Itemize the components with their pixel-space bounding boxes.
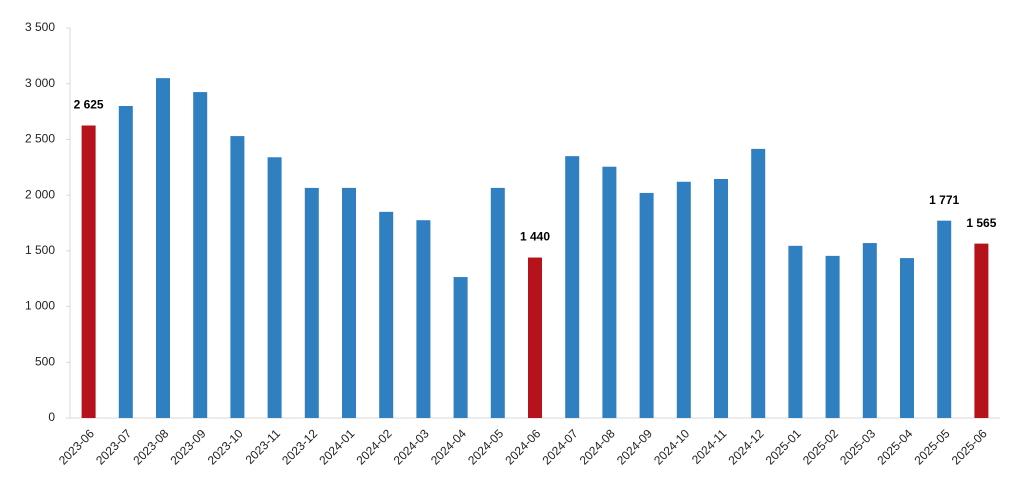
bar xyxy=(974,243,989,418)
x-tick-label: 2025-04 xyxy=(874,426,915,467)
x-tick-label: 2025-05 xyxy=(912,426,953,467)
x-tick-label: 2024-09 xyxy=(614,426,655,467)
x-tick-label: 2024-10 xyxy=(651,426,692,467)
bar xyxy=(714,178,728,418)
y-tick-label: 2 000 xyxy=(25,187,55,201)
y-tick-label: 3 500 xyxy=(25,20,55,34)
x-tick-label: 2025-02 xyxy=(800,426,841,467)
y-tick-label: 1 500 xyxy=(25,243,55,257)
y-tick-label: 500 xyxy=(35,354,55,368)
y-tick-label: 1 000 xyxy=(25,299,55,313)
bar xyxy=(156,78,170,419)
bar xyxy=(304,187,319,418)
bar xyxy=(528,257,542,418)
bar xyxy=(639,192,654,418)
bar xyxy=(416,220,431,418)
bar xyxy=(788,245,803,418)
bar xyxy=(900,258,914,418)
x-tick-label: 2024-07 xyxy=(540,426,581,467)
value-label: 1 771 xyxy=(929,193,959,207)
x-tick-label: 2023-06 xyxy=(56,426,97,467)
bar xyxy=(937,220,952,418)
bar xyxy=(602,166,617,418)
x-tick-label: 2024-05 xyxy=(465,426,506,467)
x-tick-label: 2024-12 xyxy=(726,426,767,467)
bar xyxy=(676,181,691,418)
bar xyxy=(379,211,394,418)
x-tick-label: 2025-03 xyxy=(837,426,878,467)
bar xyxy=(565,156,580,418)
x-tick-label: 2023-07 xyxy=(93,426,134,467)
bar xyxy=(230,136,245,419)
x-tick-label: 2023-12 xyxy=(279,426,320,467)
x-tick-label: 2023-08 xyxy=(130,426,171,467)
x-tick-label: 2024-04 xyxy=(428,426,469,467)
bar xyxy=(825,255,840,418)
value-label: 1 565 xyxy=(966,216,996,230)
x-tick-label: 2025-06 xyxy=(949,426,990,467)
x-tick-label: 2024-03 xyxy=(391,426,432,467)
value-label: 2 625 xyxy=(74,98,104,112)
x-tick-label: 2023-10 xyxy=(205,426,246,467)
x-tick-label: 2024-06 xyxy=(502,426,543,467)
x-tick-label: 2023-09 xyxy=(168,426,209,467)
x-tick-label: 2023-11 xyxy=(243,426,284,467)
bar xyxy=(862,243,877,418)
bar xyxy=(81,125,96,418)
x-tick-label: 2024-01 xyxy=(316,426,357,467)
y-tick-label: 0 xyxy=(48,410,55,424)
bar xyxy=(751,148,766,418)
bar xyxy=(453,277,468,418)
x-tick-label: 2024-02 xyxy=(354,426,395,467)
bar xyxy=(342,187,356,418)
y-tick-label: 2 500 xyxy=(25,132,55,146)
x-tick-label: 2024-08 xyxy=(577,426,618,467)
bar xyxy=(118,106,133,418)
bar xyxy=(490,187,505,418)
x-tick-label: 2024-11 xyxy=(689,426,730,467)
bar xyxy=(193,92,208,419)
y-tick-label: 3 000 xyxy=(25,76,55,90)
bar xyxy=(267,157,282,418)
value-label: 1 440 xyxy=(520,230,550,244)
x-tick-label: 2025-01 xyxy=(763,426,804,467)
